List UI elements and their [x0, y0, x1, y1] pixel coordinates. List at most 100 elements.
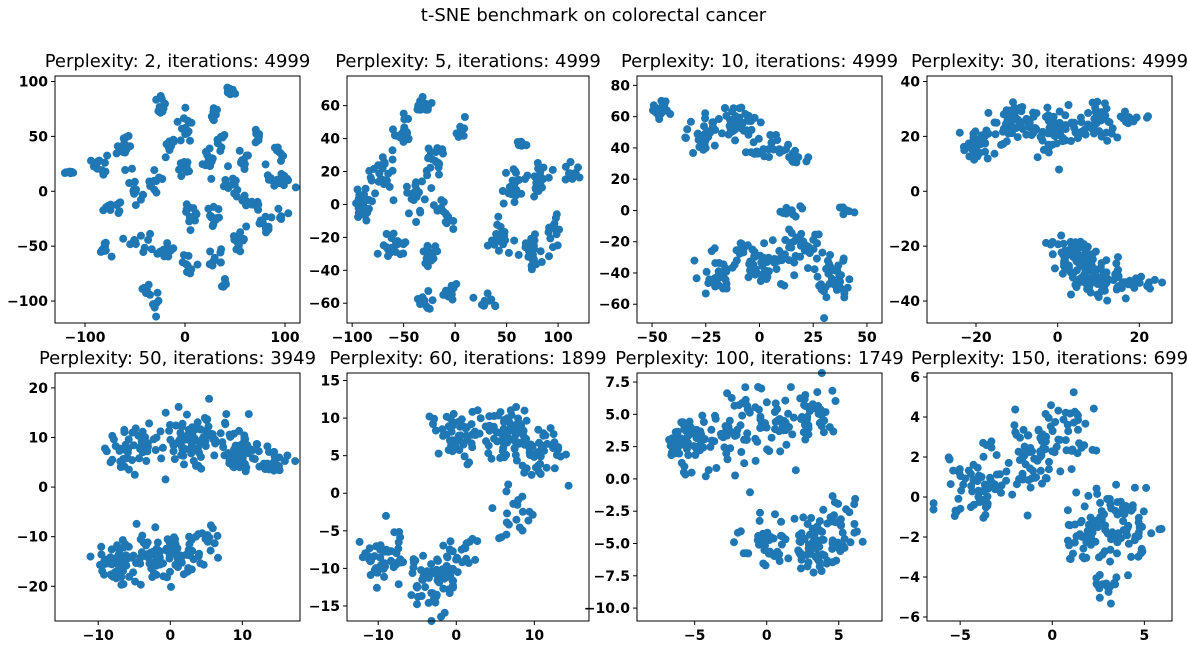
y-tick-label: 0 [330, 486, 340, 502]
data-point [981, 510, 990, 519]
data-point [1004, 106, 1013, 115]
data-point [1114, 253, 1122, 262]
data-point [743, 401, 752, 410]
data-point [156, 427, 165, 436]
data-point [375, 169, 384, 178]
data-point [726, 128, 735, 137]
data-point [531, 230, 539, 239]
x-tick-label: 0 [165, 628, 175, 644]
data-point [1106, 545, 1115, 554]
data-point [1064, 101, 1073, 109]
data-point [1061, 111, 1070, 120]
y-tick-label: −20 [309, 230, 340, 246]
data-point [270, 452, 279, 461]
x-tick-label: 0 [755, 330, 765, 346]
data-point [775, 246, 784, 255]
y-tick-label: 40 [611, 141, 631, 157]
data-point [839, 256, 848, 265]
data-point [382, 243, 391, 252]
data-point [166, 435, 175, 444]
data-point [1058, 269, 1067, 278]
data-point [548, 222, 557, 231]
data-point [493, 437, 502, 446]
x-tick-label: 20 [1130, 330, 1150, 346]
data-point [1084, 491, 1093, 500]
data-point [233, 238, 242, 247]
data-point [1105, 495, 1114, 503]
data-point [233, 185, 242, 194]
data-point [60, 169, 69, 177]
data-point [1066, 555, 1075, 564]
data-point [691, 451, 700, 459]
data-point [544, 228, 553, 237]
data-point [209, 115, 217, 123]
data-point [797, 564, 805, 573]
subplot-6: Perplexity: 60, iterations: 1899 −10 0 10 −1… [309, 348, 607, 644]
data-point [189, 204, 198, 213]
data-point [448, 547, 457, 556]
scatter-series [929, 388, 1166, 608]
data-point [144, 235, 153, 244]
data-point [1127, 506, 1136, 515]
data-point [754, 405, 763, 414]
data-point [277, 215, 286, 223]
data-point [189, 456, 198, 465]
data-point [242, 222, 251, 231]
data-point [113, 142, 122, 151]
y-tick-label: −4 [899, 570, 921, 586]
data-point [1018, 475, 1027, 484]
data-point [762, 275, 771, 283]
axes-frame [346, 75, 590, 324]
data-point [836, 547, 845, 556]
data-point [499, 199, 508, 208]
data-point [757, 258, 766, 267]
data-point [1051, 127, 1060, 136]
data-point [1046, 422, 1055, 431]
data-point [1084, 109, 1093, 117]
data-point [822, 264, 831, 273]
axes-frame [346, 372, 590, 622]
data-point [1028, 474, 1037, 483]
data-point [495, 534, 504, 543]
y-tick-label: −20 [17, 579, 48, 595]
data-point [510, 198, 519, 207]
data-point [271, 460, 280, 469]
data-point [217, 143, 226, 152]
data-point [797, 529, 806, 538]
y-tick-label: −5 [319, 524, 340, 540]
data-point [546, 234, 555, 243]
data-point [1094, 518, 1103, 527]
data-point [741, 148, 750, 157]
data-point [256, 216, 265, 225]
data-point [530, 172, 539, 181]
data-point [253, 440, 262, 449]
data-point [400, 125, 409, 134]
data-point [104, 201, 113, 210]
data-point [1106, 599, 1115, 608]
data-point [213, 531, 222, 540]
data-point [426, 163, 435, 172]
data-point [205, 394, 214, 403]
data-point [1074, 425, 1082, 434]
data-point [686, 117, 695, 126]
data-point [353, 185, 362, 194]
data-point [768, 236, 777, 245]
data-point [152, 188, 161, 197]
data-point [120, 425, 129, 434]
data-point [422, 254, 431, 263]
data-point [97, 550, 106, 559]
data-point [355, 537, 364, 546]
x-tick-label: 0 [762, 628, 772, 644]
data-point [695, 143, 704, 151]
data-point [681, 470, 690, 479]
data-point [504, 480, 513, 489]
data-point [746, 488, 754, 497]
data-point [749, 138, 758, 147]
x-tick-label: 0 [1053, 330, 1063, 346]
data-point [815, 542, 824, 551]
data-point [469, 293, 478, 302]
data-point [150, 176, 159, 185]
data-point [680, 462, 689, 471]
data-point [1033, 153, 1042, 162]
x-tick-label: 25 [803, 330, 822, 346]
